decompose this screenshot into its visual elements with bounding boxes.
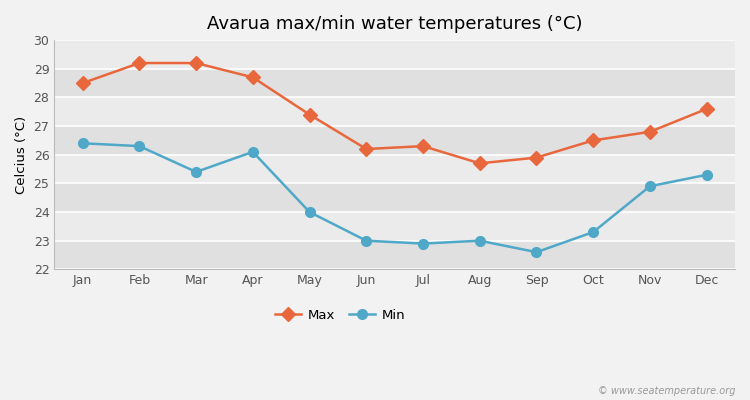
Max (476, 161, 484, 166)
Min (419, 241, 428, 246)
Max (305, 112, 314, 117)
Min (248, 150, 257, 154)
Max (646, 130, 655, 134)
Text: © www.seatemperature.org: © www.seatemperature.org (598, 386, 735, 396)
Max (702, 106, 711, 111)
Max (191, 61, 200, 66)
Max (362, 147, 370, 152)
Bar (54, 155, 735, 183)
Min (589, 230, 598, 234)
Bar (54, 241, 735, 269)
Max (589, 138, 598, 143)
Line: Max: Max (78, 58, 712, 168)
Min (191, 170, 200, 174)
Min (78, 141, 87, 146)
Line: Min: Min (78, 138, 712, 257)
Bar (54, 183, 735, 212)
Max (532, 155, 541, 160)
Bar (54, 69, 735, 98)
Min (476, 238, 484, 243)
Min (646, 184, 655, 189)
Bar (54, 40, 735, 69)
Legend: Max, Min: Max, Min (270, 303, 410, 327)
Bar (54, 98, 735, 126)
Min (532, 250, 541, 254)
Min (135, 144, 144, 148)
Max (135, 61, 144, 66)
Max (419, 144, 428, 148)
Title: Avarua max/min water temperatures (°C): Avarua max/min water temperatures (°C) (207, 15, 583, 33)
Min (362, 238, 370, 243)
Bar (54, 126, 735, 155)
Max (78, 81, 87, 86)
Max (248, 75, 257, 80)
Bar (54, 212, 735, 241)
Min (702, 172, 711, 177)
Min (305, 210, 314, 214)
Y-axis label: Celcius (°C): Celcius (°C) (15, 116, 28, 194)
